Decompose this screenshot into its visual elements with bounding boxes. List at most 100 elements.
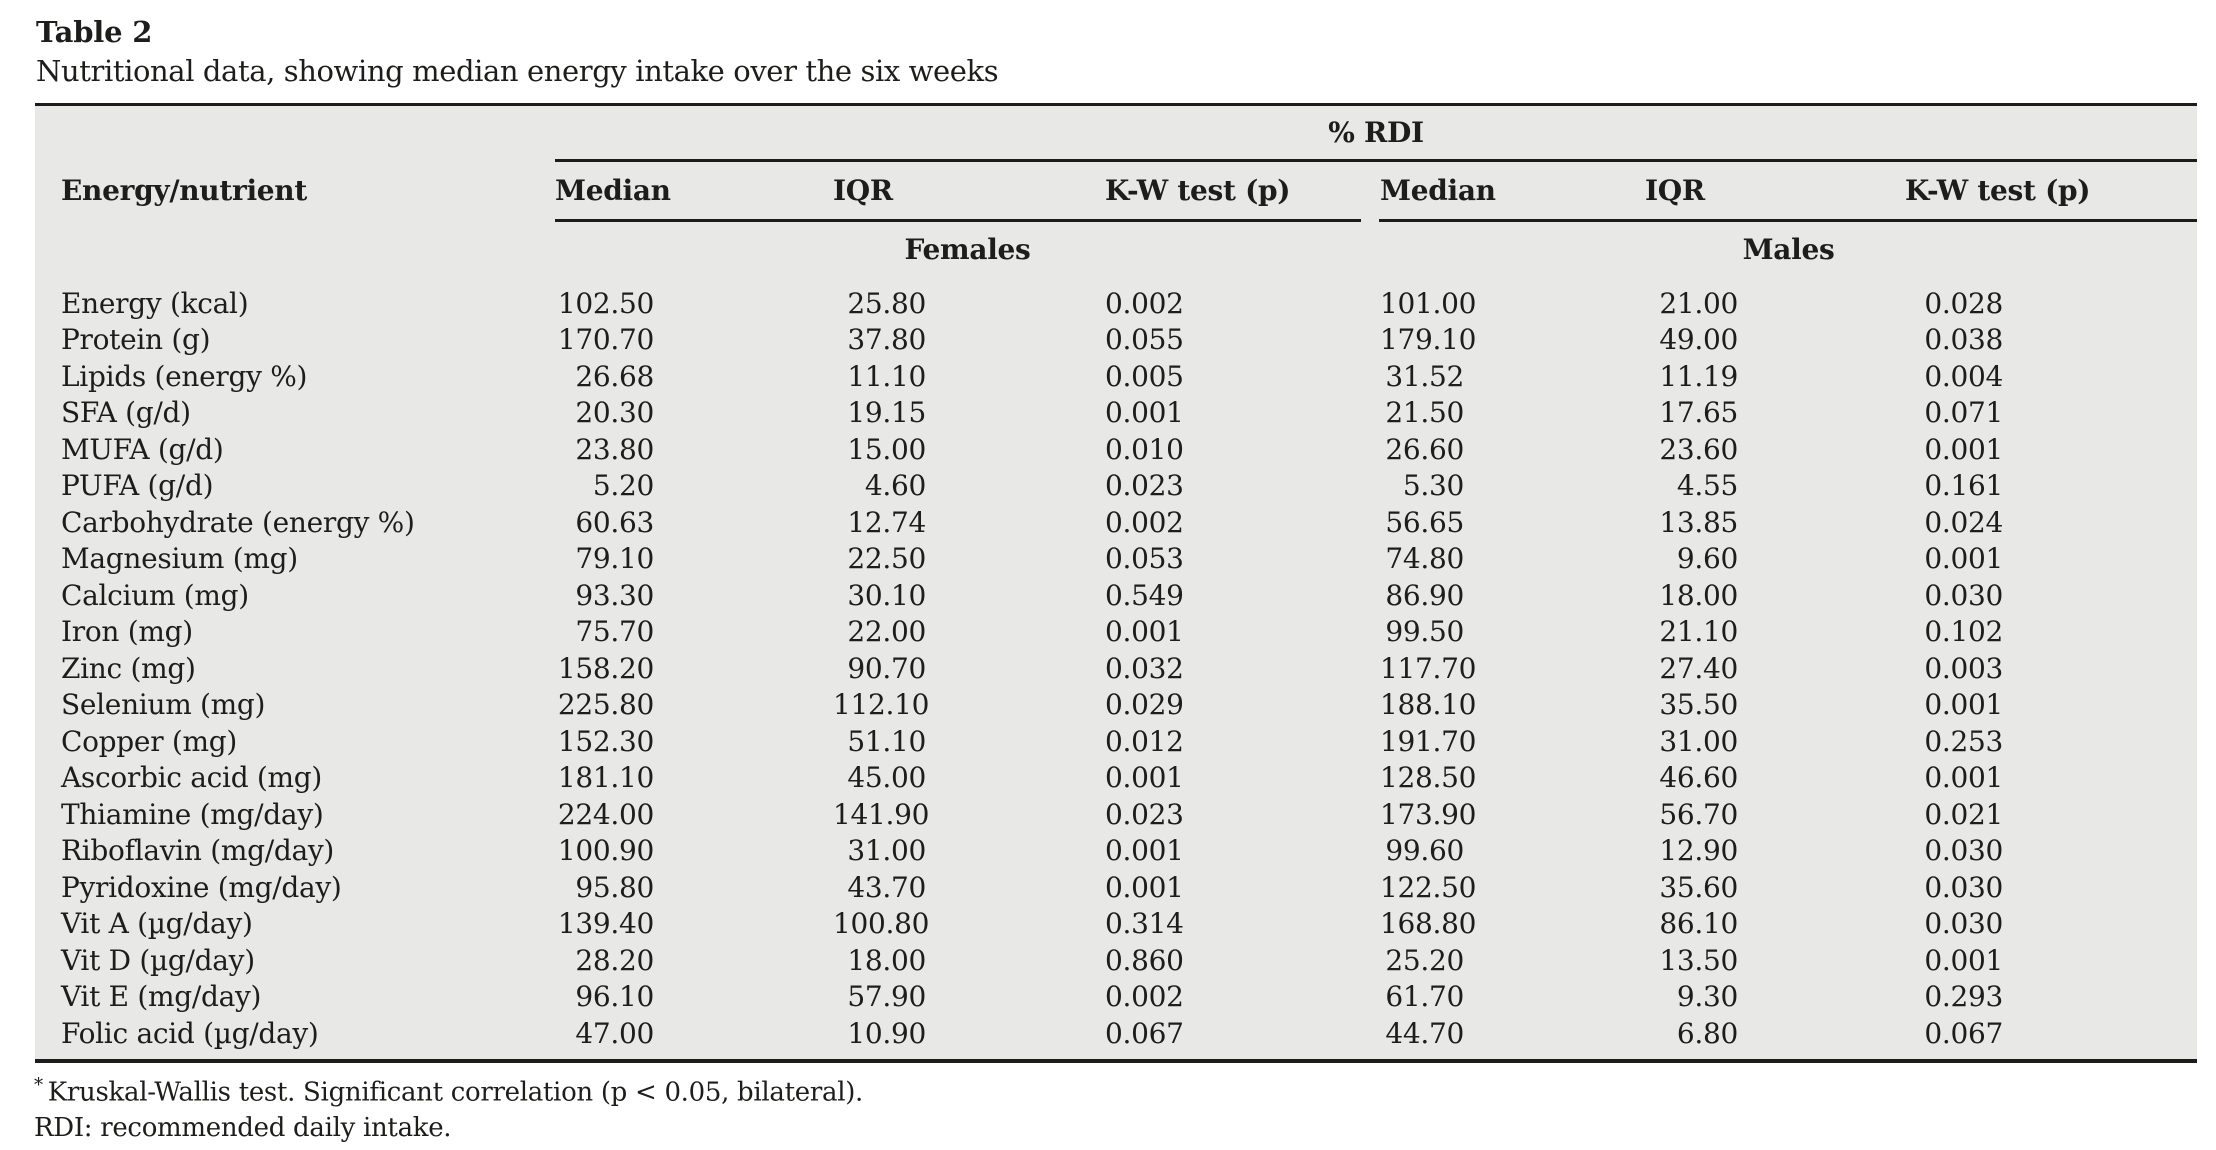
kw-females-cell: 0.002	[1105, 980, 1184, 1013]
iqr-females-cell: 30.10	[847, 578, 926, 612]
iqr-females-cell: 57.90	[847, 980, 926, 1013]
median-females-cell: 28.20	[575, 943, 654, 977]
median-females-cell: 100.90	[557, 834, 654, 867]
median-females-cell: 60.63	[575, 505, 654, 539]
iqr-females-cell: 4.60	[864, 469, 926, 502]
iqr-males-cell: 13.50	[1659, 943, 1738, 977]
group-header-males: Males	[1742, 233, 1835, 267]
nutrient-cell: Protein (g)	[61, 323, 211, 356]
table-row: Riboflavin (mg/day) 100.90 31.00 0.001 9…	[35, 833, 2197, 870]
nutrient-cell: Selenium (mg)	[61, 688, 266, 721]
iqr-males-cell: 31.00	[1659, 724, 1738, 758]
kw-males-cell: 0.071	[1924, 396, 2004, 429]
nutrient-cell: Folic acid (µg/day)	[61, 1016, 319, 1050]
kw-males-cell: 0.030	[1924, 870, 2004, 904]
group-header-row: Females Males	[35, 221, 2197, 278]
nutrient-cell: Lipids (energy %)	[61, 359, 308, 393]
kw-males-cell: 0.030	[1924, 834, 2004, 867]
kw-males-cell: 0.161	[1924, 469, 2004, 502]
kw-males-cell: 0.030	[1924, 578, 2004, 612]
nutrient-cell: PUFA (g/d)	[61, 469, 214, 502]
iqr-males-cell: 23.60	[1659, 432, 1738, 466]
kw-males-cell: 0.102	[1924, 615, 2004, 648]
spanner-row-stub-spacer	[35, 105, 555, 161]
iqr-males-cell: 9.60	[1676, 542, 1738, 575]
iqr-males-cell: 6.80	[1676, 1016, 1738, 1050]
kw-males-cell: 0.001	[1924, 542, 2004, 575]
iqr-males-cell: 35.60	[1659, 870, 1738, 904]
table-label: Table 2	[36, 15, 153, 49]
median-males-cell: 168.80	[1380, 907, 1477, 940]
kw-males-cell: 0.001	[1924, 688, 2004, 721]
iqr-males-cell: 35.50	[1659, 688, 1738, 721]
kw-females-cell: 0.860	[1105, 943, 1184, 977]
median-males-cell: 21.50	[1385, 396, 1464, 429]
kw-males-cell: 0.021	[1924, 797, 2004, 831]
iqr-males-cell: 27.40	[1659, 651, 1738, 685]
iqr-females-cell: 15.00	[847, 432, 926, 466]
median-males-cell: 25.20	[1385, 943, 1464, 977]
median-females-cell: 79.10	[575, 542, 654, 575]
median-females-cell: 139.40	[557, 907, 654, 940]
median-females-cell: 225.80	[557, 688, 654, 721]
table-row: Thiamine (mg/day) 224.00 141.90 0.023 17…	[35, 797, 2197, 834]
median-females-cell: 102.50	[557, 286, 654, 320]
kw-females-cell: 0.032	[1105, 651, 1184, 685]
kw-females-cell: 0.001	[1105, 870, 1184, 904]
median-males-cell: 99.50	[1385, 615, 1464, 648]
iqr-females-cell: 51.10	[847, 724, 926, 758]
iqr-females-cell: 43.70	[847, 870, 926, 904]
kw-males-cell: 0.253	[1924, 724, 2004, 758]
median-females-cell: 23.80	[575, 432, 654, 466]
kw-males-cell: 0.001	[1924, 432, 2004, 466]
kw-females-cell: 0.023	[1105, 797, 1184, 831]
kw-females-cell: 0.055	[1105, 323, 1184, 356]
median-males-cell: 44.70	[1385, 1016, 1464, 1050]
median-males-cell: 173.90	[1380, 797, 1477, 831]
table-row: Protein (g) 170.70 37.80 0.055 179.10 49…	[35, 322, 2197, 359]
median-females-cell: 20.30	[575, 396, 654, 429]
median-females-cell: 158.20	[557, 651, 654, 685]
kw-females-cell: 0.023	[1105, 469, 1184, 502]
iqr-females-cell: 100.80	[833, 907, 930, 940]
nutrient-cell: Pyridoxine (mg/day)	[61, 870, 342, 904]
iqr-females-cell: 45.00	[847, 761, 926, 794]
kw-females-cell: 0.005	[1105, 359, 1184, 393]
nutrient-cell: Copper (mg)	[61, 724, 238, 758]
group-row-stub-spacer	[35, 221, 555, 278]
kw-females-cell: 0.001	[1105, 761, 1184, 794]
table-row: Magnesium (mg) 79.10 22.50 0.053 74.80 9…	[35, 541, 2197, 578]
table-header: % RDI Energy/nutrient Median IQR K-W tes…	[35, 104, 2198, 278]
median-females-cell: 96.10	[575, 980, 654, 1013]
median-males-cell: 117.70	[1380, 651, 1477, 685]
table-caption: Nutritional data, showing median energy …	[36, 54, 999, 88]
table-row: Carbohydrate (energy %) 60.63 12.74 0.00…	[35, 505, 2197, 542]
kw-females-cell: 0.029	[1105, 688, 1184, 721]
nutrient-cell: MUFA (g/d)	[61, 432, 224, 466]
nutrient-cell: Carbohydrate (energy %)	[61, 505, 415, 539]
iqr-females-cell: 12.74	[847, 505, 926, 539]
iqr-females-cell: 11.10	[847, 359, 926, 393]
median-males-cell: 5.30	[1402, 469, 1464, 502]
kw-females-cell: 0.012	[1105, 724, 1184, 758]
footnotes: * Kruskal-Wallis test. Significant correl…	[34, 1068, 863, 1146]
nutrient-cell: Vit A (µg/day)	[61, 907, 253, 940]
nutrient-cell: Iron (mg)	[61, 615, 193, 648]
median-males-cell: 122.50	[1380, 870, 1477, 904]
median-males-cell: 188.10	[1380, 688, 1477, 721]
kw-females-cell: 0.010	[1105, 432, 1184, 466]
table-wrap: % RDI Energy/nutrient Median IQR K-W tes…	[35, 103, 2198, 1063]
table-row: Pyridoxine (mg/day) 95.80 43.70 0.001 12…	[35, 870, 2197, 907]
kw-females-cell: 0.053	[1105, 542, 1184, 575]
iqr-females-cell: 18.00	[847, 943, 926, 977]
median-females-cell: 152.30	[557, 724, 654, 758]
iqr-males-cell: 4.55	[1676, 469, 1738, 502]
median-males-cell: 101.00	[1380, 286, 1477, 320]
median-females-cell: 170.70	[557, 323, 654, 356]
median-males-cell: 128.50	[1380, 761, 1477, 794]
footnote-rdi: RDI: recommended daily intake.	[34, 1111, 863, 1146]
spanner-row: % RDI	[35, 104, 2198, 162]
kw-females-cell: 0.067	[1105, 1016, 1184, 1050]
table-body: Energy (kcal) 102.50 25.80 0.002 101.00 …	[35, 278, 2197, 1062]
iqr-females-cell: 22.00	[847, 615, 926, 648]
